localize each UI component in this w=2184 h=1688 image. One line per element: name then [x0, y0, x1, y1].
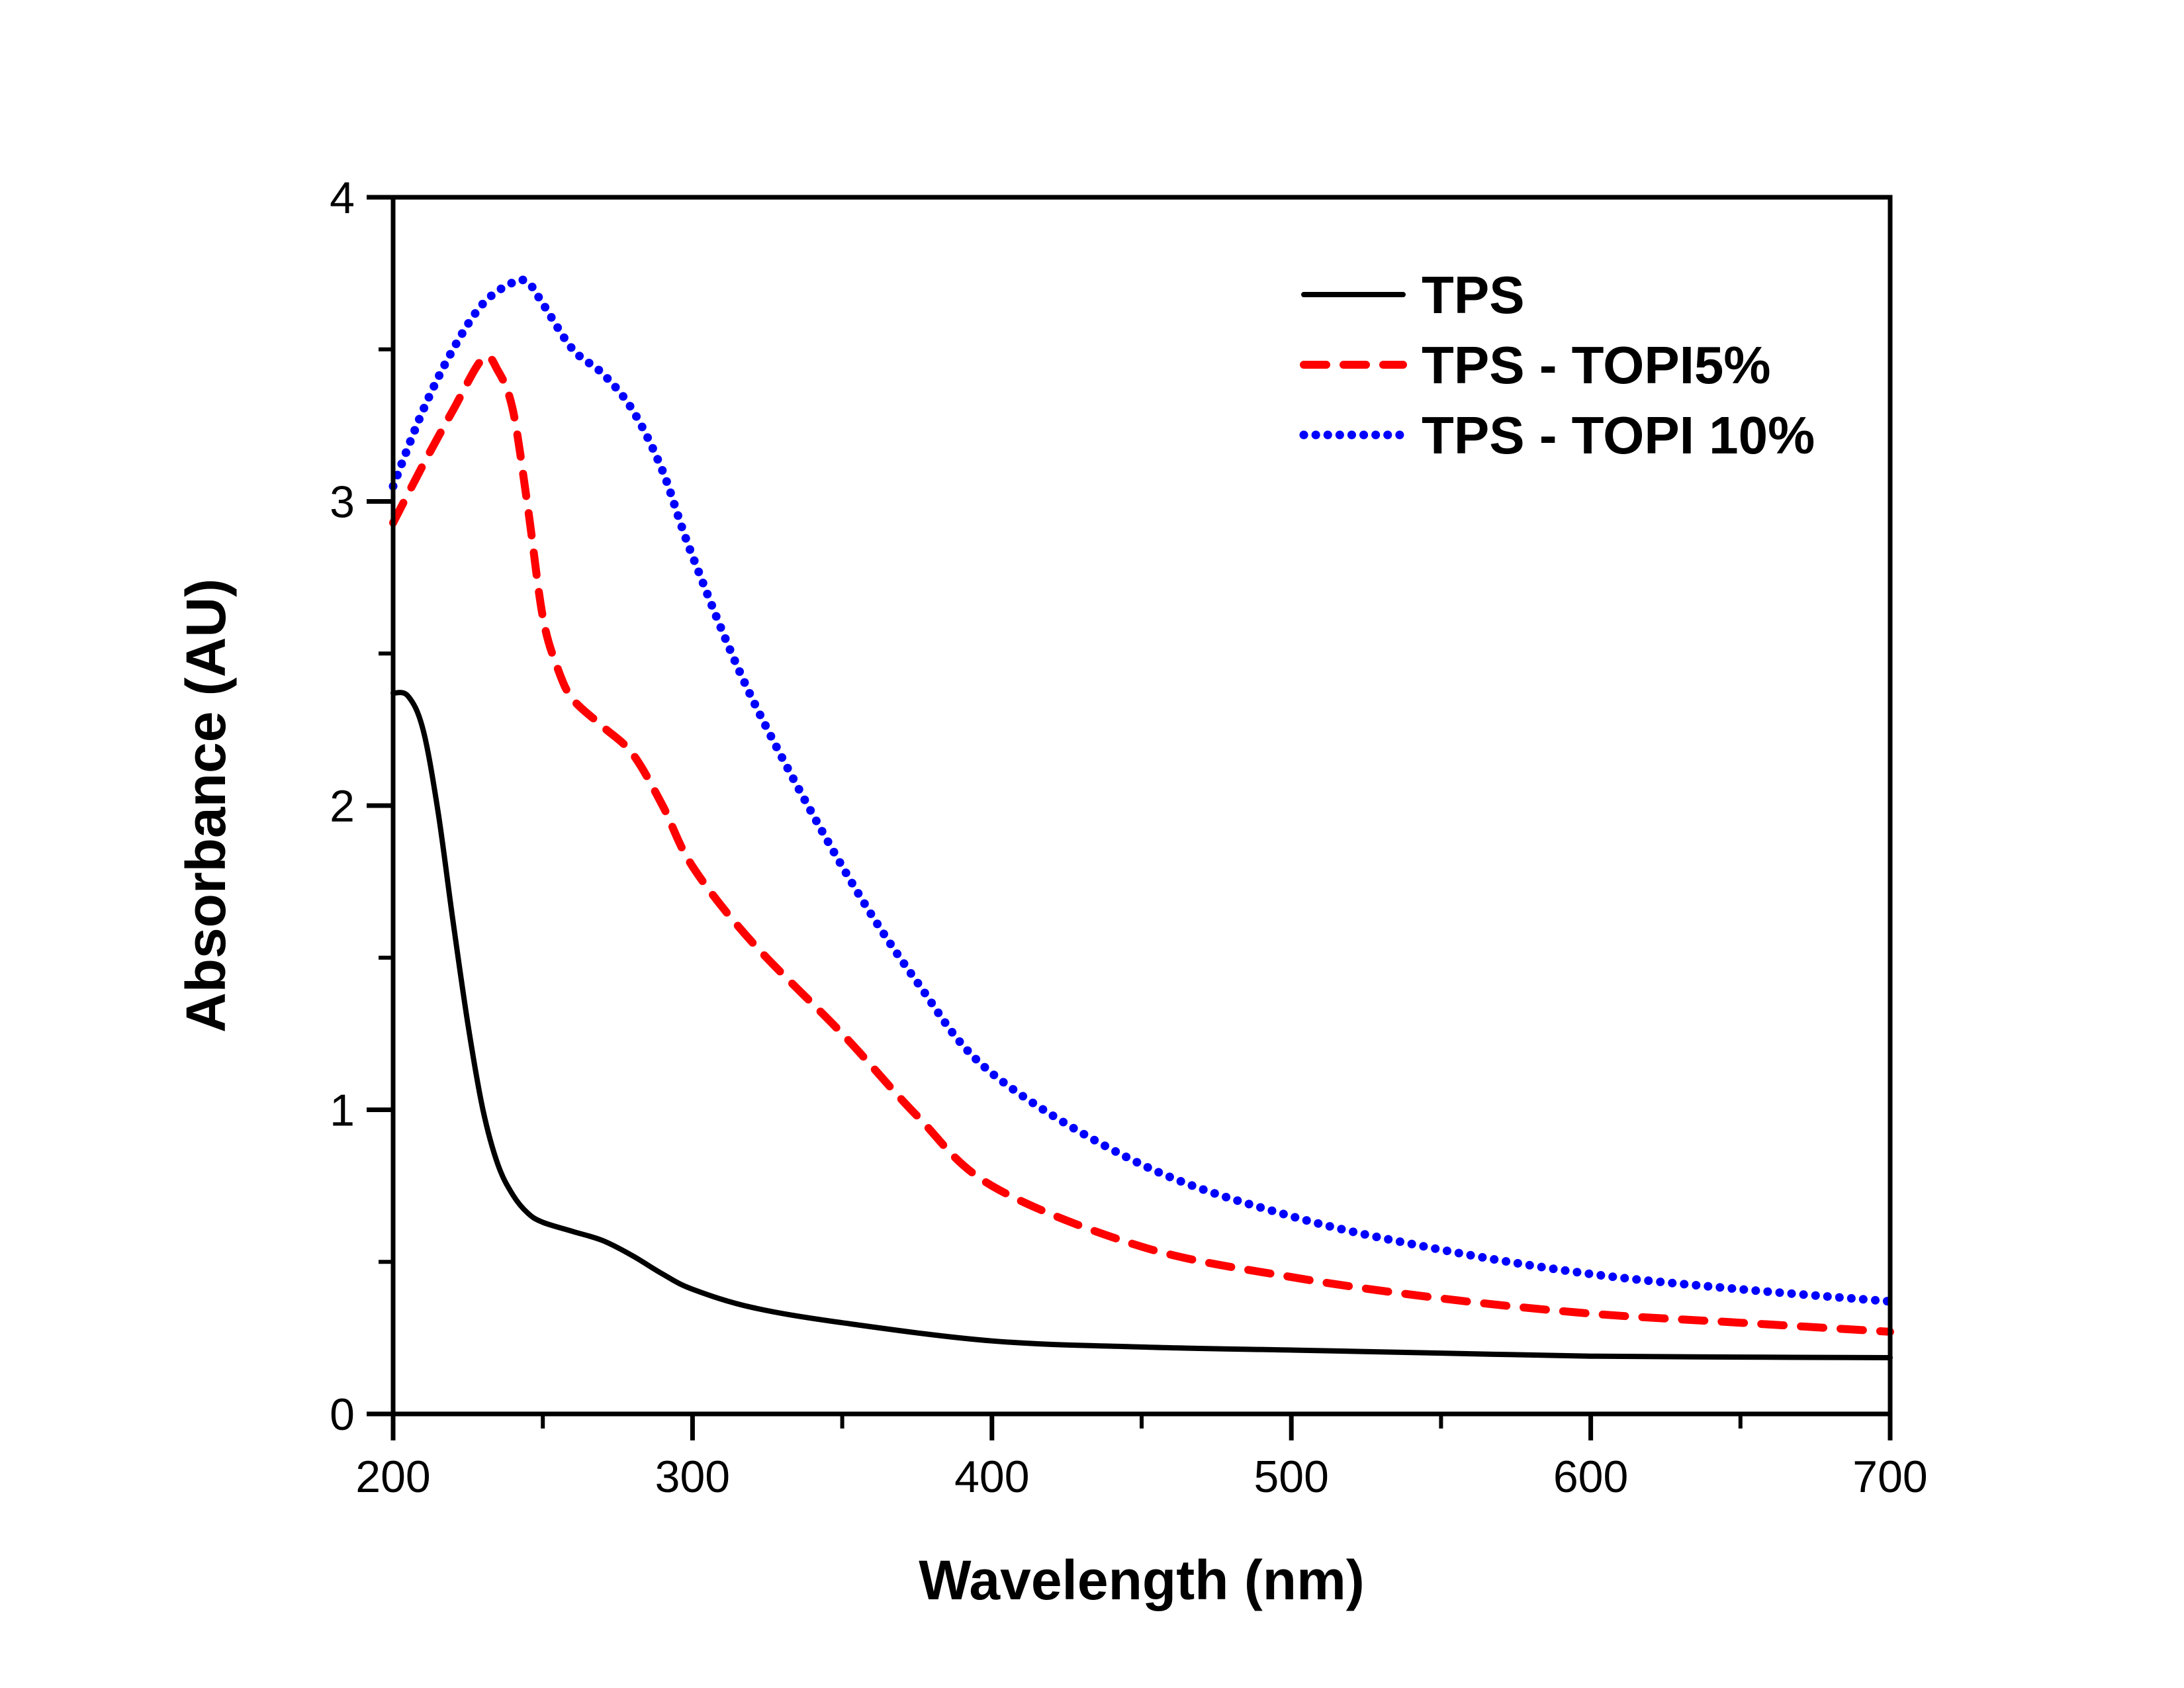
- legend-label: TPS: [1422, 265, 1525, 324]
- series-line-tps: [390, 690, 1893, 1360]
- x-axis-title: Wavelength (nm): [919, 1549, 1365, 1611]
- y-tick-label: 2: [330, 781, 355, 831]
- y-tick-label: 3: [330, 477, 355, 528]
- x-tick-label: 700: [1852, 1452, 1927, 1502]
- x-tick-label: 400: [954, 1452, 1029, 1502]
- x-tick-label: 600: [1553, 1452, 1628, 1502]
- series-line-tps-topi5: [389, 352, 1894, 1336]
- x-tick-label: 200: [355, 1452, 430, 1502]
- y-axis-title: Absorbance (AU): [175, 579, 237, 1033]
- legend: TPS TPS - TOPI5% TPS - TOPI 10%: [1299, 265, 1815, 465]
- legend-label: TPS - TOPI 10%: [1422, 406, 1815, 465]
- series-line-tps-topi-10: [388, 275, 1895, 1306]
- y-axis: 0 1 2 3 4: [330, 173, 393, 1440]
- x-tick-label: 500: [1253, 1452, 1328, 1502]
- legend-label: TPS - TOPI5%: [1422, 336, 1771, 395]
- x-tick-label: 300: [655, 1452, 730, 1502]
- x-axis: 200 300 400 500 600 700: [355, 1414, 1928, 1502]
- y-tick-label: 0: [330, 1389, 355, 1440]
- y-tick-label: 1: [330, 1086, 355, 1136]
- plot-area: [388, 275, 1895, 1360]
- y-tick-label: 4: [330, 173, 355, 223]
